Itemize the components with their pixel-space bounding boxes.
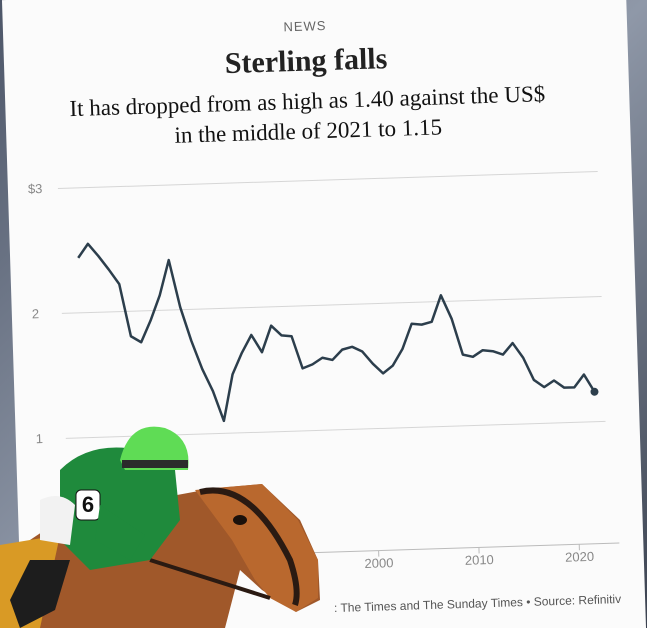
- y-tick-label: $3: [28, 181, 43, 196]
- x-tick-label: 2020: [565, 549, 594, 565]
- svg-text:6: 6: [82, 492, 94, 517]
- y-tick-label: 1: [36, 431, 44, 446]
- chart-title: Sterling falls: [224, 42, 387, 80]
- y-tick-label: 2: [32, 306, 40, 321]
- end-point: [590, 387, 599, 396]
- grid-line: [61, 295, 602, 314]
- x-tick-label: 2010: [465, 552, 494, 568]
- price-line: [77, 242, 596, 423]
- plot: $3 2 1 2000 2010 2020: [28, 171, 606, 571]
- x-tick-label: 2000: [364, 555, 393, 571]
- horse-illustration: 6: [0, 426, 320, 628]
- section-label: NEWS: [283, 18, 326, 34]
- grid-line: [57, 171, 598, 189]
